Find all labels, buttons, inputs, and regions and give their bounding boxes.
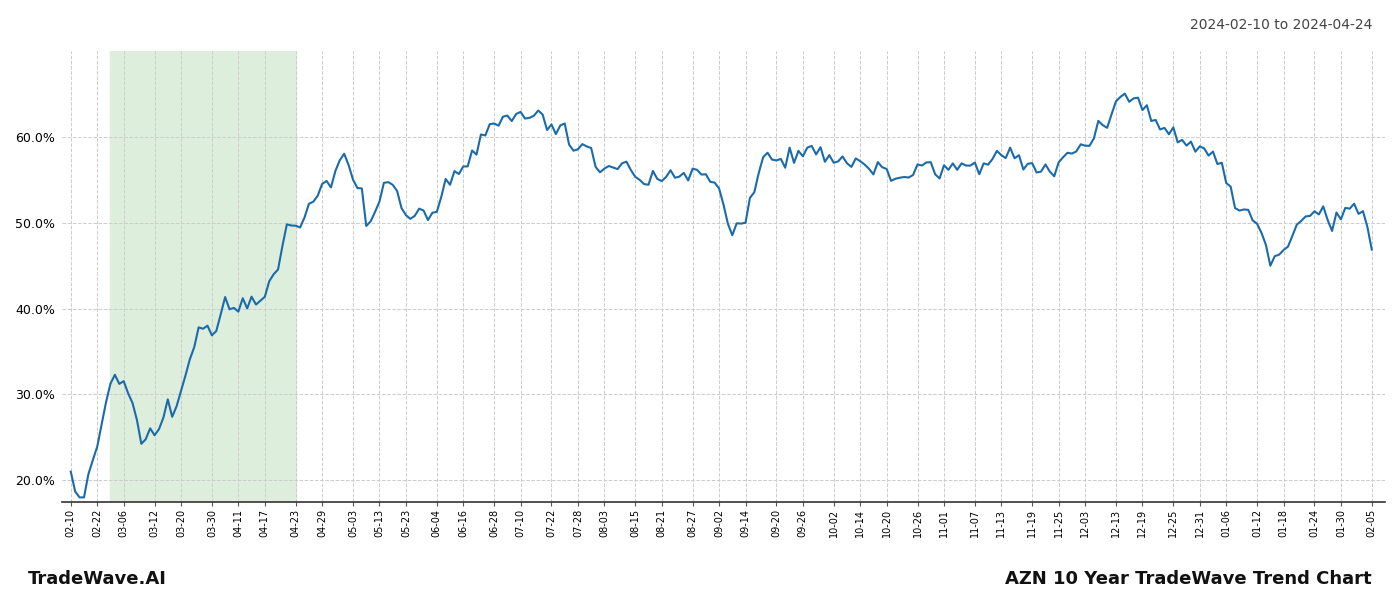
Text: TradeWave.AI: TradeWave.AI [28,570,167,588]
Text: AZN 10 Year TradeWave Trend Chart: AZN 10 Year TradeWave Trend Chart [1005,570,1372,588]
Bar [111,51,295,502]
Text: 2024-02-10 to 2024-04-24: 2024-02-10 to 2024-04-24 [1190,18,1372,32]
